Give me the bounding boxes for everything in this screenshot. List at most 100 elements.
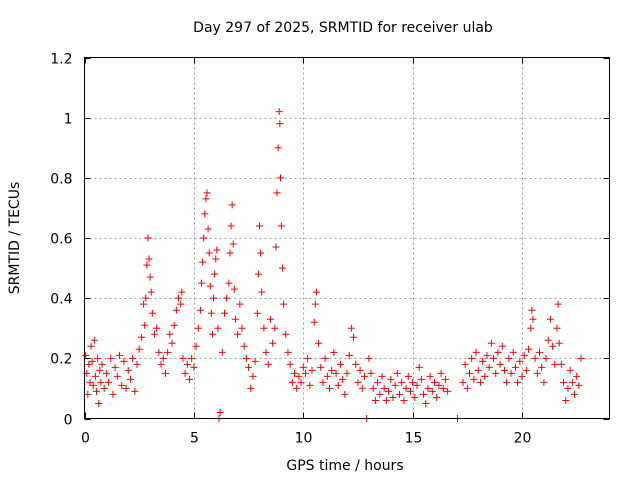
data-point xyxy=(369,384,377,392)
data-point xyxy=(147,288,155,296)
data-point xyxy=(527,324,535,332)
data-point xyxy=(272,243,280,251)
data-point xyxy=(175,294,183,302)
data-point xyxy=(192,342,200,350)
data-point xyxy=(208,330,216,338)
data-point xyxy=(126,375,134,383)
data-point xyxy=(188,354,196,362)
data-point xyxy=(402,384,410,392)
data-point xyxy=(94,354,102,362)
data-point xyxy=(284,348,292,356)
data-point xyxy=(205,249,213,257)
data-point xyxy=(544,336,552,344)
data-point xyxy=(172,306,180,314)
data-point xyxy=(273,189,281,197)
data-point xyxy=(218,348,226,356)
data-point xyxy=(170,321,178,329)
data-point xyxy=(89,381,97,389)
data-point xyxy=(352,360,360,368)
data-point xyxy=(437,369,445,377)
data-point xyxy=(503,378,511,386)
data-point xyxy=(509,348,517,356)
y-tick-label: 1.2 xyxy=(50,52,72,68)
data-point xyxy=(97,378,105,386)
data-point xyxy=(332,369,340,377)
data-point xyxy=(120,357,128,365)
data-point xyxy=(411,393,419,401)
data-point xyxy=(151,330,158,338)
data-point xyxy=(249,372,257,380)
data-point xyxy=(476,378,484,386)
data-point xyxy=(211,270,219,278)
x-axis-label: GPS time / hours xyxy=(286,458,403,474)
data-point xyxy=(206,282,214,290)
data-point xyxy=(350,333,358,341)
data-point xyxy=(93,387,101,395)
data-point xyxy=(573,372,581,380)
data-point xyxy=(358,384,366,392)
data-point xyxy=(256,222,263,230)
data-point xyxy=(568,378,576,386)
data-point xyxy=(441,375,449,383)
data-point xyxy=(96,366,104,374)
data-point xyxy=(341,390,349,398)
data-point xyxy=(262,348,270,356)
data-point xyxy=(105,378,113,386)
data-point xyxy=(520,351,528,359)
data-point xyxy=(435,381,443,389)
data-point xyxy=(374,378,382,386)
data-point xyxy=(439,384,447,392)
data-point xyxy=(258,288,266,296)
data-point xyxy=(155,348,163,356)
data-point xyxy=(304,354,312,362)
data-point xyxy=(251,357,259,365)
data-point xyxy=(91,372,99,380)
data-point xyxy=(387,375,395,383)
data-point xyxy=(84,390,92,398)
data-point xyxy=(514,378,522,386)
data-point xyxy=(420,390,428,398)
data-point xyxy=(555,339,563,347)
data-point xyxy=(177,300,185,308)
data-point xyxy=(485,363,493,371)
data-point xyxy=(277,222,285,230)
data-point xyxy=(487,339,495,347)
data-point xyxy=(198,279,206,287)
data-point xyxy=(422,399,430,407)
data-point xyxy=(90,336,98,344)
data-point xyxy=(140,300,148,308)
data-point xyxy=(207,309,215,317)
data-point xyxy=(271,324,279,332)
data-point xyxy=(269,339,277,347)
data-point xyxy=(142,294,150,302)
data-point xyxy=(201,210,209,218)
data-point xyxy=(275,108,283,116)
data-point xyxy=(299,363,307,371)
data-point xyxy=(204,225,212,233)
data-point xyxy=(433,393,441,401)
data-point xyxy=(339,375,347,383)
data-point xyxy=(297,378,305,386)
data-point xyxy=(98,360,106,368)
data-point xyxy=(131,387,139,395)
data-point xyxy=(382,396,390,404)
data-point xyxy=(228,201,236,209)
data-point xyxy=(109,390,117,398)
data-point xyxy=(166,330,174,338)
data-point xyxy=(199,258,207,266)
data-point xyxy=(116,351,123,359)
data-point xyxy=(431,378,438,386)
data-point xyxy=(406,387,414,395)
data-point xyxy=(481,372,489,380)
data-point xyxy=(490,354,498,362)
data-point xyxy=(253,309,261,317)
data-point xyxy=(100,384,108,392)
data-point xyxy=(533,369,541,377)
data-point xyxy=(385,387,393,395)
data-point xyxy=(230,285,238,293)
data-point xyxy=(164,348,172,356)
data-point xyxy=(361,372,368,380)
data-point xyxy=(317,363,325,371)
data-point xyxy=(380,384,388,392)
data-point xyxy=(133,360,141,368)
